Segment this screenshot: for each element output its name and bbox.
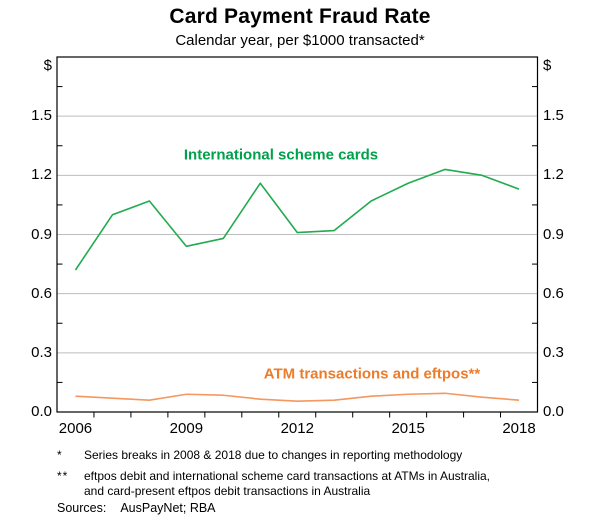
x-tick-label: 2015 — [391, 420, 425, 437]
y-tick-label-right: 1.2 — [543, 166, 564, 184]
series-label-atm-eftpos: ATM transactions and eftpos** — [263, 365, 481, 383]
y-tick-label-left: 1.2 — [31, 166, 52, 184]
x-tick-label: 2006 — [58, 420, 93, 437]
chart-subtitle: Calendar year, per $1000 transacted* — [175, 32, 425, 49]
series-line-atm-eftpos — [75, 392, 520, 402]
x-tick-label: 2009 — [169, 420, 204, 437]
series-line-international-scheme-cards — [74, 168, 520, 271]
y-tick-label-left: 0.9 — [31, 225, 52, 243]
y-tick-label-left: 0.6 — [31, 284, 52, 302]
sources-text: AusPayNet; RBA — [120, 501, 216, 515]
footnote-2-marker: ** — [57, 469, 69, 483]
y-tick-label-left: 0.0 — [31, 403, 52, 420]
y-tick-label-left: 0.3 — [31, 343, 52, 361]
footnote-2-text: eftpos debit and international scheme ca… — [84, 469, 490, 498]
y-tick-label-left: 1.5 — [31, 107, 52, 125]
y-tick-label-right: 0.3 — [543, 343, 564, 361]
sources-label: Sources: — [57, 501, 107, 515]
footnote-1-text: Series breaks in 2008 & 2018 due to chan… — [84, 448, 463, 462]
currency-unit-label-right: $ — [543, 57, 552, 74]
y-tick-label-right: 0.6 — [543, 284, 564, 302]
plot-frame — [56, 56, 539, 413]
y-tick-label-right: 1.5 — [543, 107, 564, 125]
series-label-international-scheme-cards: International scheme cards — [183, 146, 379, 164]
chart-title: Card Payment Fraud Rate — [169, 5, 431, 28]
x-tick-label: 2012 — [280, 420, 314, 437]
footnote-1-marker: * — [57, 448, 63, 462]
sources-line: Sources: AusPayNet; RBA — [57, 501, 216, 515]
currency-unit-label-left: $ — [43, 57, 52, 74]
x-tick-label: 2018 — [502, 420, 536, 437]
y-tick-label-right: 0.0 — [543, 403, 564, 420]
y-tick-label-right: 0.9 — [543, 225, 564, 243]
footnote-1: * Series breaks in 2008 & 2018 due to cha… — [57, 448, 496, 463]
footnote-2: ** eftpos debit and international scheme … — [57, 469, 496, 499]
